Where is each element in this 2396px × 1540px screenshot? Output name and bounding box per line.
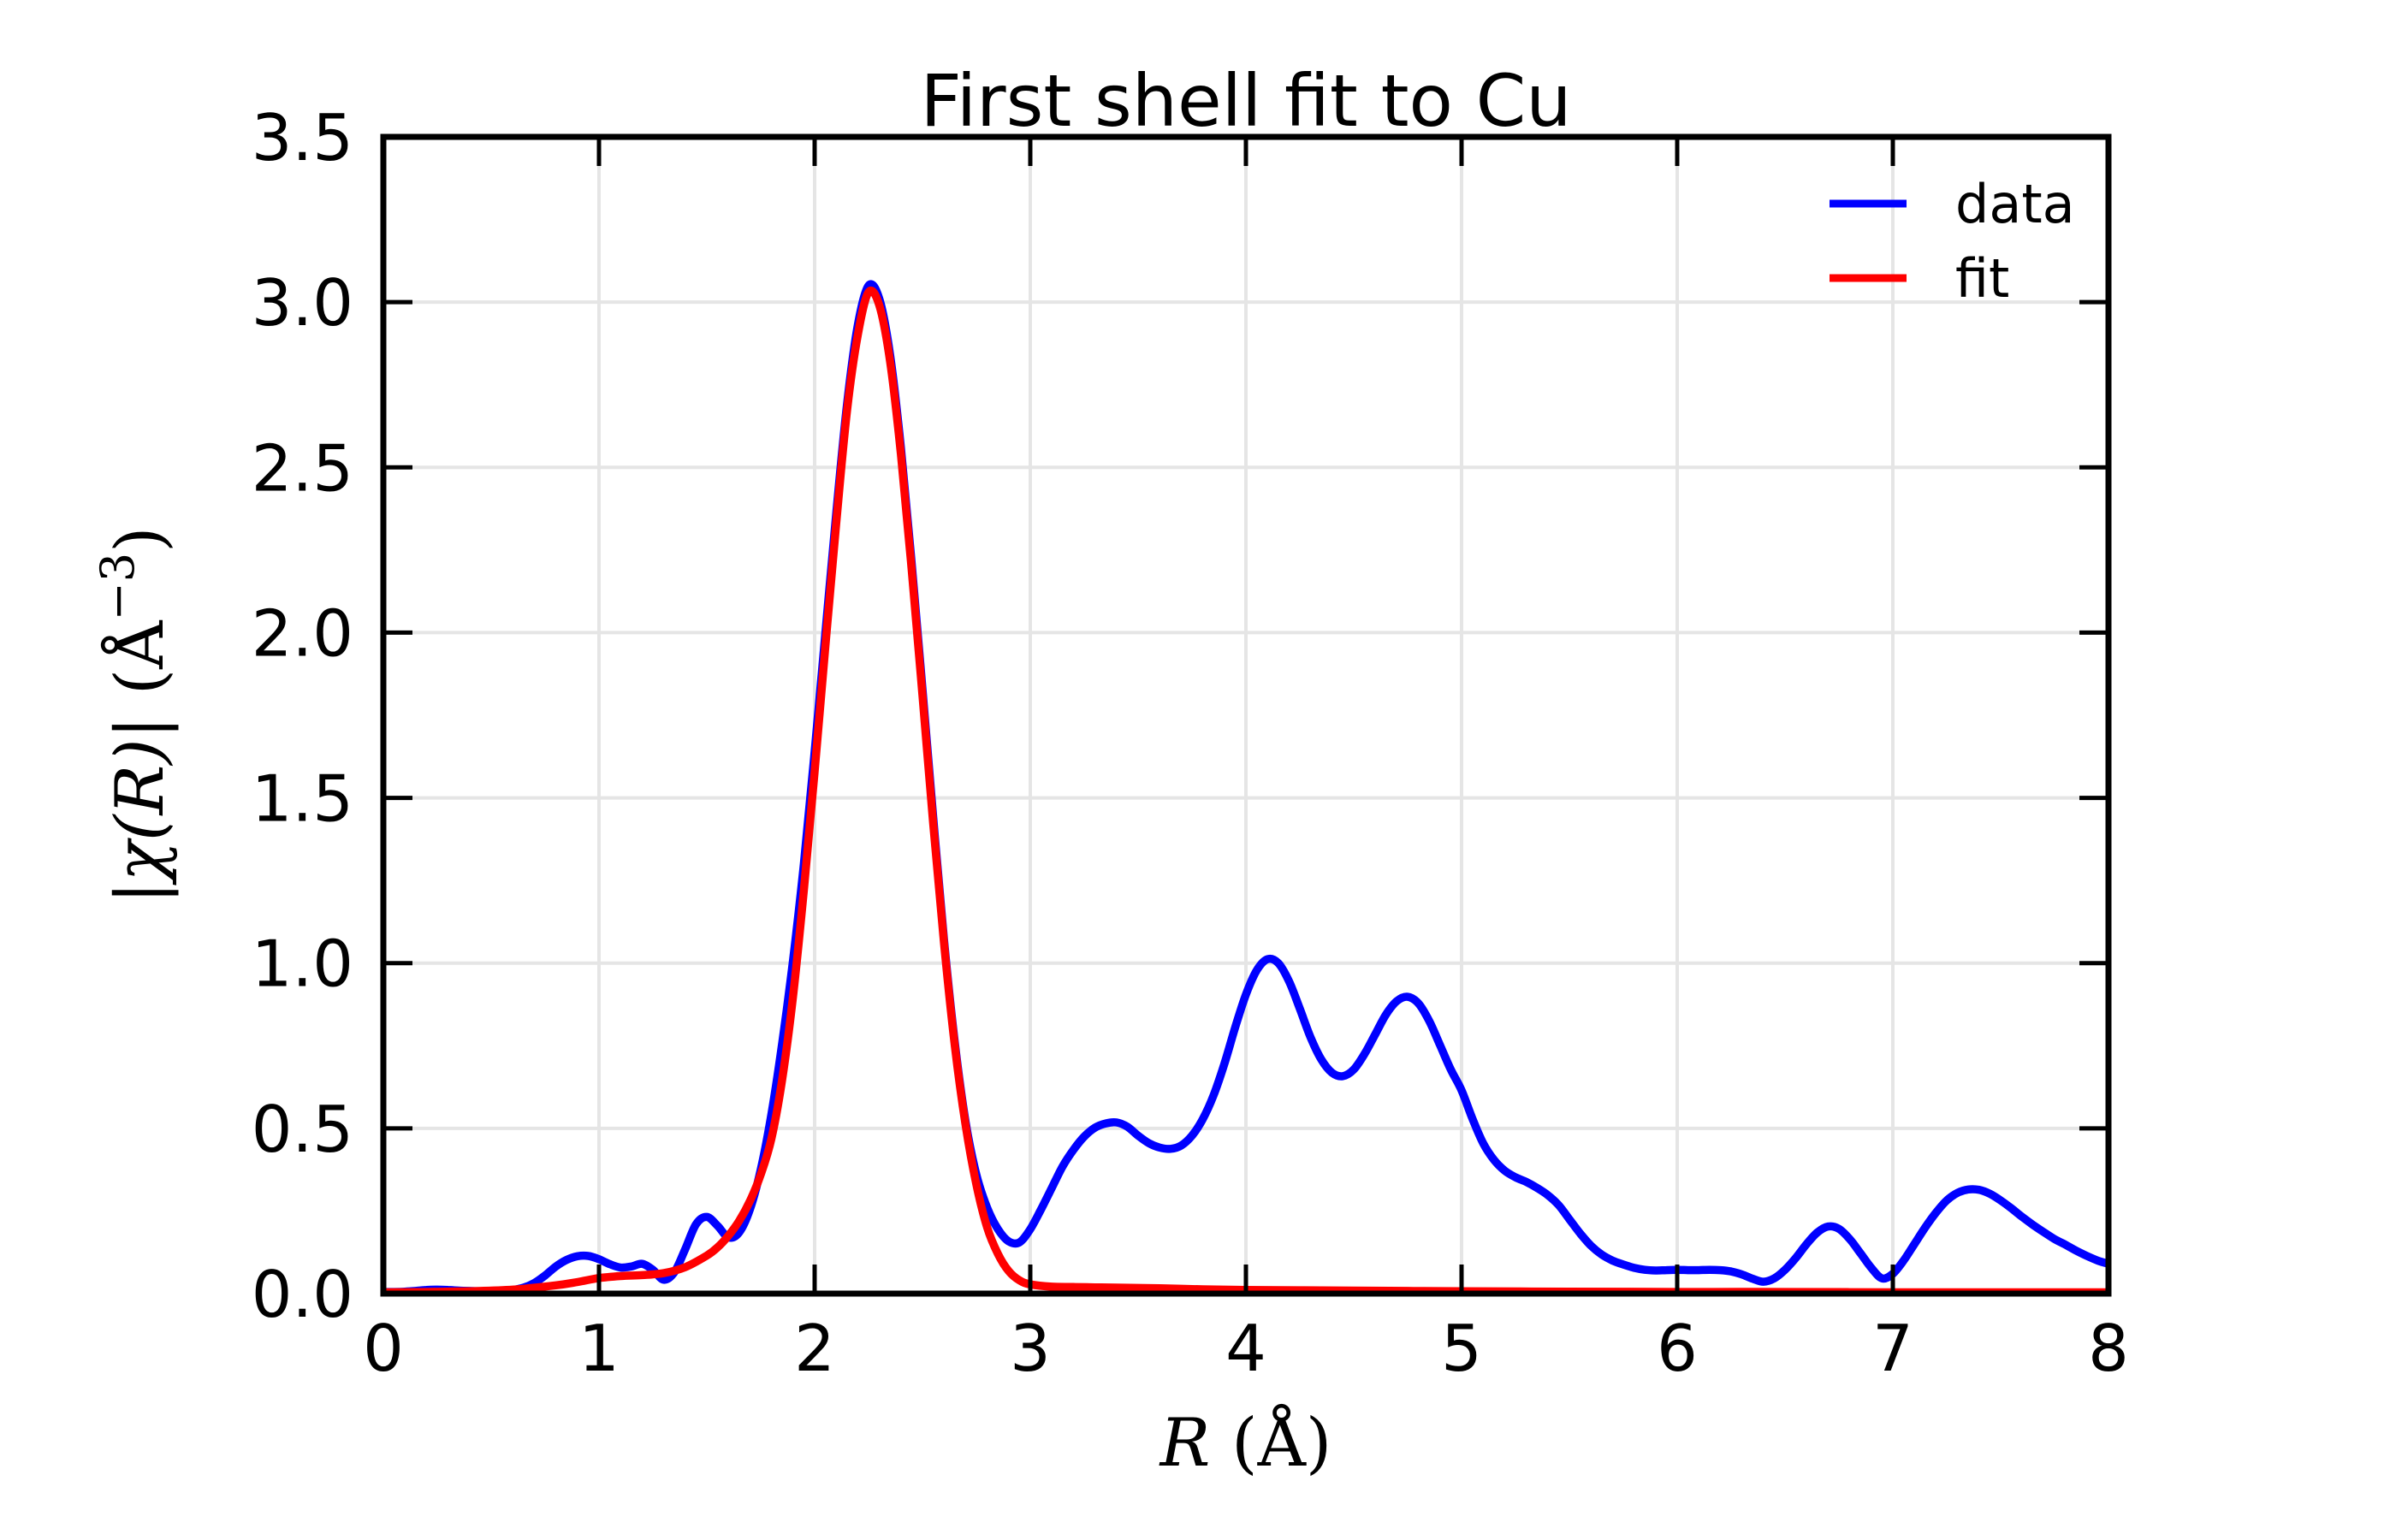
axis-ticks	[381, 134, 2111, 1296]
y-tick-label: 2.0	[252, 595, 353, 671]
chart-title: First shell fit to Cu	[920, 59, 1571, 143]
plot-series	[383, 280, 2108, 1294]
y-tick-label: 0.0	[252, 1257, 353, 1332]
y-tick-label: 1.0	[252, 927, 353, 1002]
x-axis-label: R (Å)	[1159, 1403, 1332, 1482]
x-tick-labels: 0 1 2 3 4 5 6 7 8	[363, 1311, 2129, 1386]
x-tick-label: 2	[794, 1311, 835, 1386]
x-tick-label: 7	[1872, 1311, 1913, 1386]
y-tick-label: 1.5	[252, 761, 353, 837]
y-axis-label: |χ(R)| (Å−3)	[91, 526, 179, 903]
y-tick-label: 3.5	[252, 100, 353, 175]
y-tick-label: 2.5	[252, 430, 353, 506]
y-tick-label: 3.0	[252, 265, 353, 341]
x-tick-label: 8	[2088, 1311, 2129, 1386]
x-tick-label: 1	[578, 1311, 620, 1386]
y-tick-labels: 0.0 0.5 1.0 1.5 2.0 2.5 3.0 3.5	[252, 100, 353, 1332]
x-tick-label: 3	[1010, 1311, 1051, 1386]
data-series-line	[383, 280, 2108, 1294]
x-tick-label: 0	[363, 1311, 404, 1386]
legend-label-fit: fit	[1955, 247, 2009, 310]
x-tick-label: 4	[1225, 1311, 1266, 1386]
y-tick-label: 0.5	[252, 1092, 353, 1167]
legend: data fit	[1830, 173, 2075, 310]
legend-label-data: data	[1955, 173, 2075, 235]
x-tick-label: 6	[1657, 1311, 1698, 1386]
fit-series-line	[383, 286, 2108, 1294]
x-tick-label: 5	[1441, 1311, 1482, 1386]
